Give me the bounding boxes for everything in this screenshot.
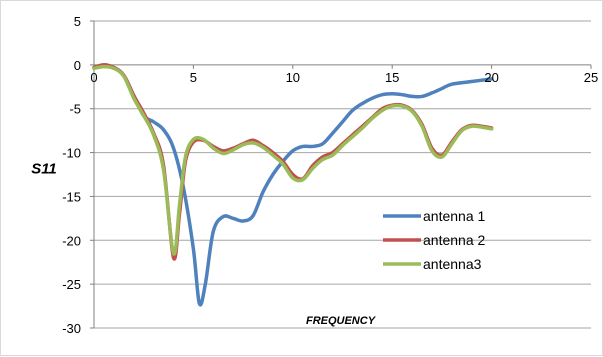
y-tick-label: -5 (69, 102, 81, 117)
x-tick-label: 25 (584, 70, 598, 85)
y-tick-label: -10 (62, 146, 81, 161)
x-tick-label: 15 (385, 70, 399, 85)
y-tick-label: -30 (62, 321, 81, 336)
series-line-1 (92, 63, 494, 307)
y-tick-label: -20 (62, 233, 81, 248)
legend-label: antenna 1 (423, 208, 485, 224)
x-tick-label: 0 (90, 70, 97, 85)
y-axis-title: S11 (31, 161, 57, 178)
legend-label: antenna 2 (423, 232, 485, 248)
y-tick-label: -15 (62, 189, 81, 204)
x-tick-label: 10 (286, 70, 300, 85)
legend-label: antenna3 (423, 256, 482, 272)
y-tick-label: 5 (74, 14, 81, 29)
y-tick-label: -25 (62, 277, 81, 292)
x-axis-title: FREQUENCY (306, 315, 377, 327)
x-tick-label: 5 (190, 70, 197, 85)
x-tick-label: 20 (484, 70, 498, 85)
y-tick-label: 0 (74, 58, 81, 73)
series-line-3 (92, 64, 494, 256)
